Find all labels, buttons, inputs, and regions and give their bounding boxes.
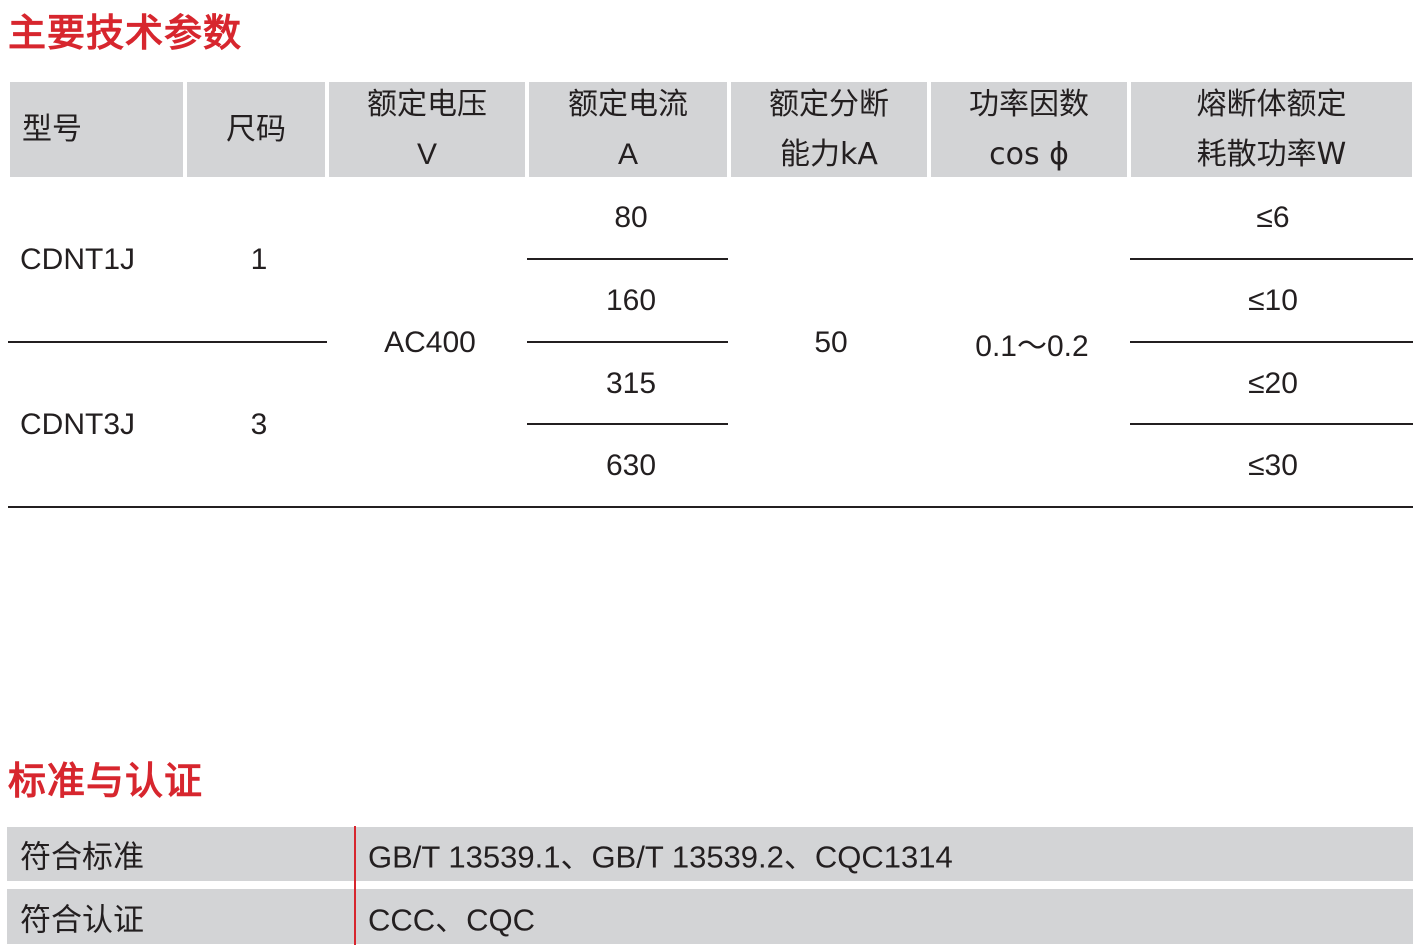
header-unit: 能力kA <box>780 136 878 172</box>
header-unit: V <box>416 137 437 171</box>
section-title-specs: 主要技术参数 <box>8 11 243 55</box>
power-factor-cell: 0.1～0.2 <box>975 330 1089 363</box>
header-text: 额定电流 <box>568 86 688 122</box>
current-cell: 315 <box>605 367 657 400</box>
row-divider <box>1130 258 1413 260</box>
standards-value: GB/T 13539.1、GB/T 13539.2、CQC1314 <box>368 839 953 875</box>
voltage-cell: AC400 <box>384 326 476 359</box>
certification-label: 符合认证 <box>20 902 144 938</box>
row-divider <box>8 341 327 343</box>
certification-value: CCC、CQC <box>368 902 536 937</box>
header-text: 额定分断 <box>769 86 889 122</box>
dissipation-cell: ≤30 <box>1248 449 1298 482</box>
dissipation-cell: ≤10 <box>1248 284 1298 317</box>
row-divider <box>1130 341 1413 343</box>
row-divider <box>1130 423 1413 425</box>
header-unit: cos ϕ <box>989 136 1069 172</box>
dissipation-cell: ≤6 <box>1256 201 1290 234</box>
header-text: 熔断体额定 <box>1196 86 1347 122</box>
header-current: 额定电流 A <box>529 82 727 177</box>
current-cell: 630 <box>605 449 657 482</box>
row-divider <box>527 258 728 260</box>
header-text: 额定电压 <box>367 86 487 122</box>
header-model: 型号 <box>10 82 183 177</box>
model-cell: CDNT1J <box>20 243 136 276</box>
header-voltage: 额定电压 V <box>329 82 525 177</box>
header-unit: A <box>617 137 638 171</box>
standards-row: 符合标准 GB/T 13539.1、GB/T 13539.2、CQC1314 <box>7 827 1413 881</box>
model-cell: CDNT3J <box>20 408 136 441</box>
row-divider <box>527 341 728 343</box>
header-power-factor: 功率因数 cos ϕ <box>931 82 1127 177</box>
header-dissipation: 熔断体额定耗散功率W <box>1131 82 1412 177</box>
section-title-standards: 标准与认证 <box>8 759 204 803</box>
row-divider <box>527 423 728 425</box>
dissipation-cell: ≤20 <box>1248 367 1298 400</box>
table-bottom-border <box>8 506 1413 508</box>
header-text: 功率因数 <box>969 86 1089 122</box>
size-cell: 3 <box>250 408 268 441</box>
header-breaking: 额定分断能力kA <box>731 82 927 177</box>
red-divider <box>354 826 356 945</box>
standards-label: 符合标准 <box>20 839 144 876</box>
current-cell: 80 <box>614 201 648 234</box>
header-text: 尺码 <box>226 111 286 147</box>
certification-row: 符合认证 CCC、CQC <box>7 889 1413 944</box>
size-cell: 1 <box>250 243 268 276</box>
header-unit: 耗散功率W <box>1196 136 1347 172</box>
current-cell: 160 <box>605 284 657 317</box>
header-text: 型号 <box>22 111 82 147</box>
breaking-cell: 50 <box>814 326 848 359</box>
header-size: 尺码 <box>187 82 325 177</box>
